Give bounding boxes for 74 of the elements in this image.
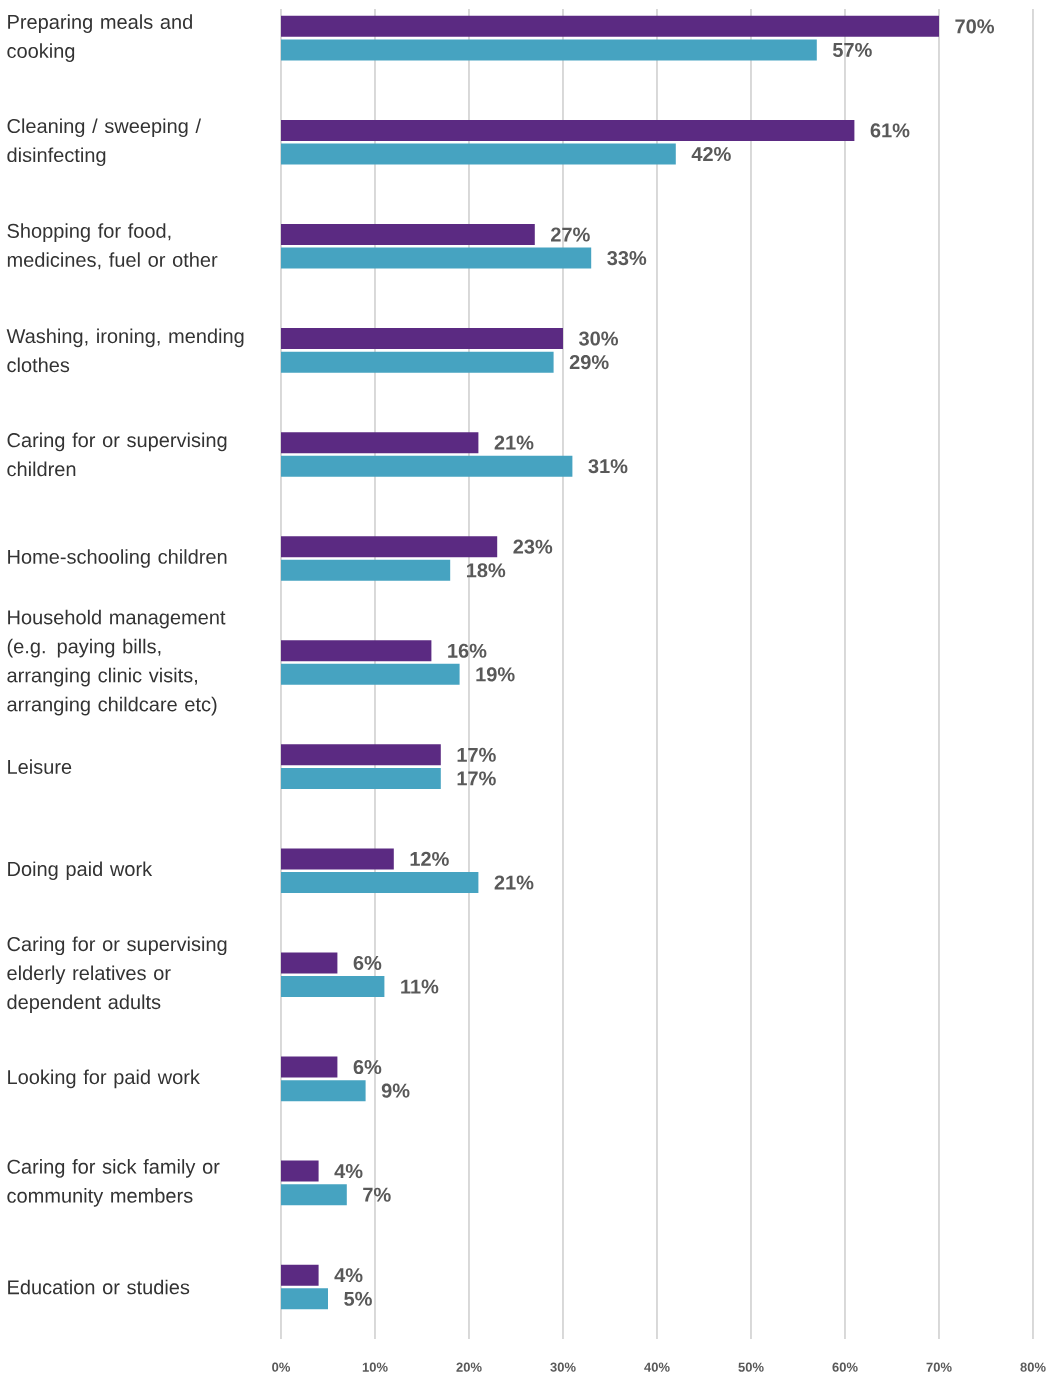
bar: [281, 767, 441, 789]
bar: [281, 432, 479, 454]
x-tick-label: 50%: [738, 1362, 764, 1372]
data-label: 4%: [334, 1268, 363, 1283]
data-label: 23%: [513, 539, 553, 554]
y-tick-label: Household management (e.g. paying bills, arranging clinic visits, arranging childcare etc): [7, 609, 226, 716]
x-tick-label: 30%: [550, 1362, 576, 1372]
x-tick-label: 80%: [1020, 1362, 1046, 1372]
data-label: 33%: [607, 251, 647, 266]
y-tick-label: Shopping for food, medicines, fuel or other: [7, 223, 218, 270]
y-tick-label: Home-schooling children: [8, 549, 227, 568]
bar: [281, 536, 498, 558]
bar: [281, 1080, 366, 1102]
bar: [281, 744, 441, 766]
y-tick-label: Cleaning / sweeping / disinfecting: [7, 118, 202, 167]
y-tick-label: Caring for or supervising elderly relatives or dependent adults: [7, 936, 227, 1014]
y-tick-label: Washing, ironing, mending clothes: [6, 328, 244, 373]
x-tick-label: 10%: [362, 1362, 388, 1372]
data-label: 21%: [494, 875, 534, 890]
bar: [281, 351, 554, 373]
bar: [281, 119, 855, 141]
data-label: 70%: [955, 19, 995, 34]
x-tick-label: 70%: [926, 1362, 952, 1372]
bar: [281, 872, 479, 894]
bar: [281, 15, 939, 37]
data-label: 61%: [870, 123, 910, 138]
bar: [281, 1264, 319, 1286]
data-label: 6%: [353, 955, 382, 971]
data-label: 21%: [494, 435, 534, 450]
data-label: 5%: [344, 1291, 372, 1306]
data-label: 29%: [569, 355, 609, 370]
y-tick-label: Education or studies: [8, 1279, 190, 1295]
y-tick-label: Looking for paid work: [8, 1069, 200, 1089]
data-label: 30%: [578, 331, 619, 346]
data-label: 57%: [832, 42, 872, 57]
x-tick-label: 60%: [832, 1362, 858, 1372]
bar: [281, 39, 817, 61]
bar: [281, 223, 535, 245]
data-label: 11%: [401, 979, 439, 994]
y-tick-label: Caring for sick family or community members: [7, 1159, 220, 1207]
bar: [281, 143, 676, 165]
data-label: 19%: [476, 667, 515, 682]
data-label: 31%: [588, 459, 628, 474]
x-tick-label: 0%: [272, 1362, 291, 1372]
x-tick-label: 40%: [644, 1362, 670, 1372]
data-label: 16%: [448, 643, 487, 658]
data-label: 12%: [410, 851, 449, 866]
data-label: 17%: [457, 747, 496, 762]
data-label: 17%: [457, 771, 496, 786]
bar: [281, 640, 432, 662]
data-label: 4%: [334, 1164, 363, 1179]
bar: [281, 1160, 319, 1182]
y-tick-label: Leisure: [8, 759, 72, 774]
bar: [281, 952, 338, 974]
data-label: 6%: [353, 1059, 382, 1075]
y-tick-label: Doing paid work: [8, 861, 153, 881]
y-tick-label: Caring for or supervising children: [7, 432, 227, 477]
y-tick-label: Preparing meals and cooking: [7, 14, 192, 62]
bar: [281, 1288, 328, 1310]
bar: [281, 328, 563, 350]
bar: [281, 663, 460, 685]
bar: [281, 455, 573, 477]
bar: [281, 976, 385, 998]
data-label: 7%: [363, 1187, 391, 1202]
data-label: 27%: [551, 227, 590, 242]
bar: [281, 1056, 338, 1078]
data-label: 42%: [691, 146, 731, 162]
bar: [281, 1184, 347, 1206]
x-tick-label: 20%: [456, 1362, 482, 1372]
data-label: 18%: [466, 563, 506, 578]
data-label: 9%: [381, 1083, 410, 1098]
bar: [281, 247, 592, 269]
bar: [281, 559, 451, 581]
bar: [281, 848, 394, 870]
